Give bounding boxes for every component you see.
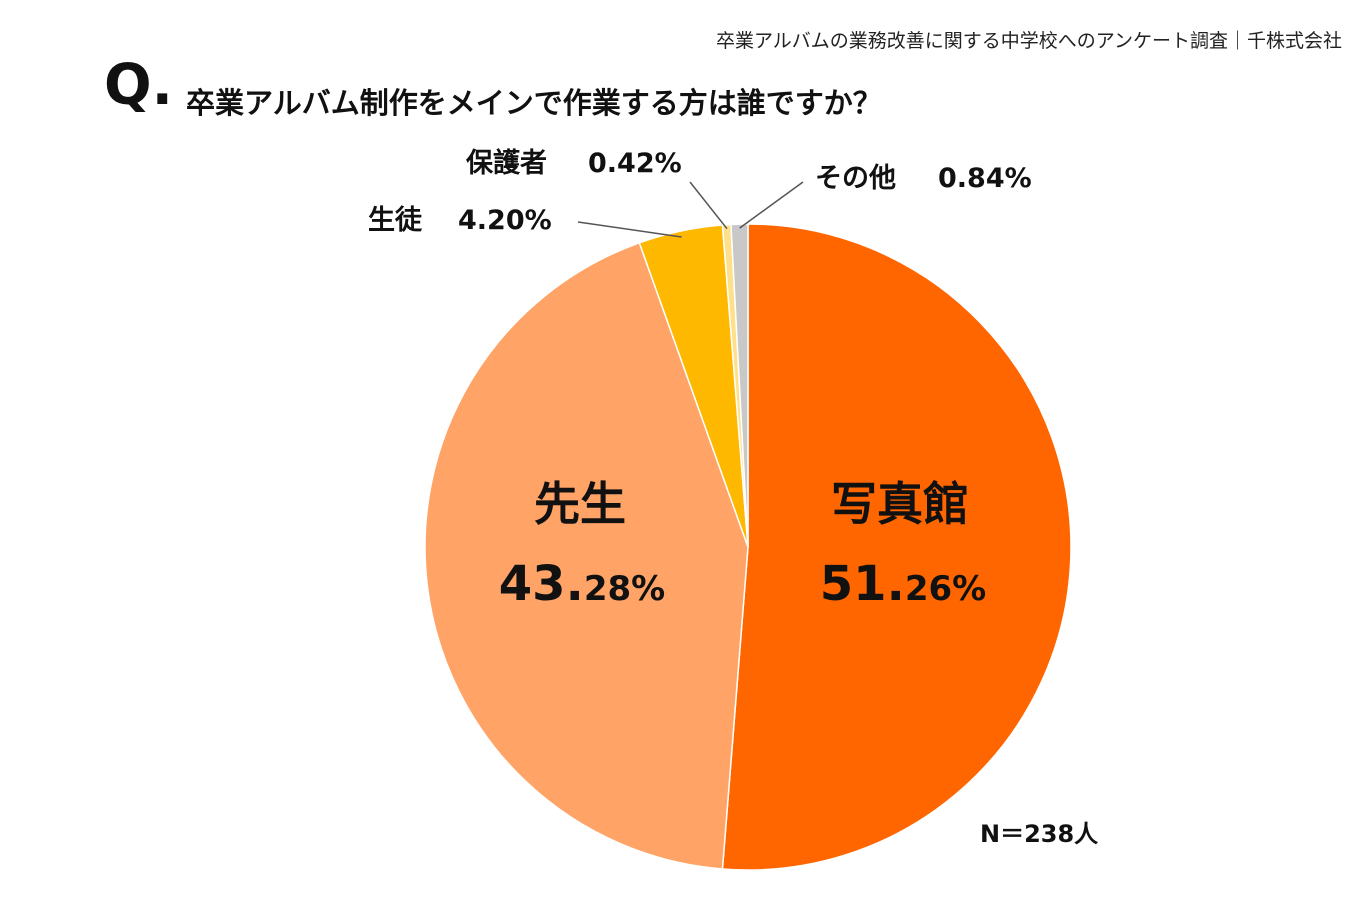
label-photo-studio-value: 51.26% — [820, 556, 986, 612]
label-other-value: 0.84% — [938, 163, 1032, 194]
label-guardian-value: 0.42% — [588, 148, 682, 179]
pie-slice-other — [730, 223, 749, 548]
label-photo-studio-name: 写真館 — [831, 477, 969, 531]
label-teacher-name: 先生 — [534, 477, 626, 531]
label-guardian-name: 保護者 — [465, 147, 547, 179]
question-mark: Q. — [104, 53, 173, 118]
pie-slice-photo-studio — [721, 223, 1072, 871]
chart-title: 卒業アルバム制作をメインで作業する方は誰ですか？ — [186, 86, 882, 120]
source-caption: 卒業アルバムの業務改善に関する中学校へのアンケート調査｜千株式会社 — [715, 30, 1342, 52]
pie-slice-teacher — [424, 241, 749, 870]
slice-labels: 写真館 51.26% 先生 43.28% 生徒 4.20% 保護者 0.42% その他 0.84% — [368, 147, 1032, 612]
leader-line-guardian — [689, 181, 728, 230]
label-teacher-value: 43.28% — [499, 556, 665, 612]
leader-line-student — [577, 221, 682, 238]
label-other-name: その他 — [815, 163, 896, 194]
pie-slices — [424, 223, 1072, 871]
label-student-value: 4.20% — [458, 205, 552, 236]
leader-lines — [577, 181, 804, 238]
label-student-name: 生徒 — [368, 205, 423, 236]
sample-size: N＝238人 — [980, 820, 1098, 848]
leader-line-other — [739, 181, 804, 229]
